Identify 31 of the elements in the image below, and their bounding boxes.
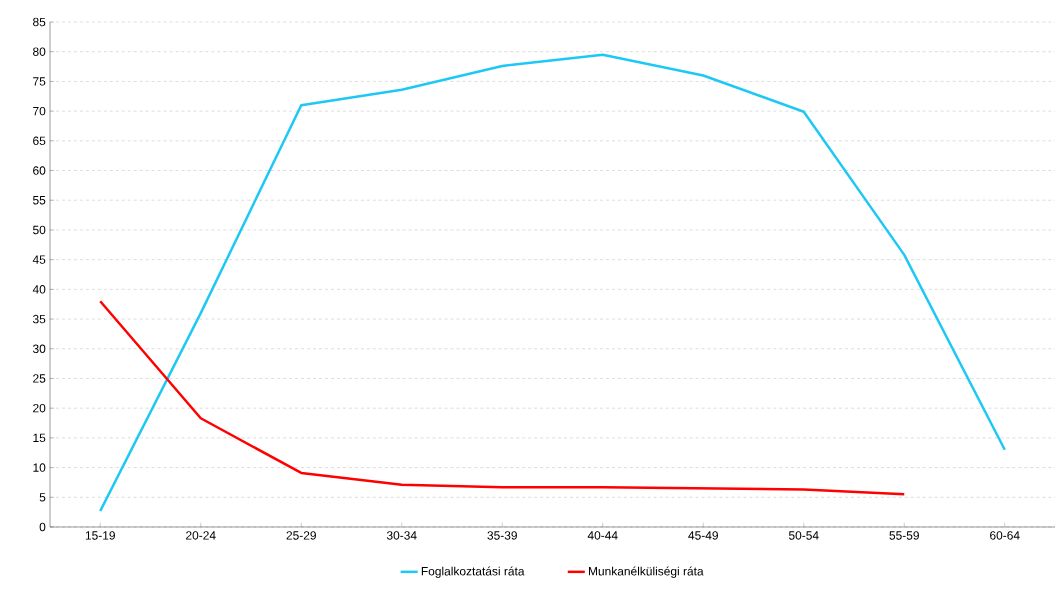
- x-tick-label: 50-54: [788, 531, 819, 540]
- y-tick-label: 50: [33, 225, 46, 235]
- x-tick-label: 60-64: [990, 531, 1020, 540]
- x-tick-label: 25-29: [286, 531, 316, 540]
- x-tick-label: 55-59: [889, 531, 919, 540]
- y-tick-label: 0: [39, 522, 46, 532]
- y-tick-label: 60: [33, 166, 46, 175]
- y-tick-label: 85: [33, 17, 46, 27]
- y-tick-label: 45: [32, 255, 46, 264]
- y-tick-label: 35: [32, 314, 46, 324]
- y-tick-label: 80: [33, 47, 46, 56]
- y-tick-label: 30: [32, 344, 46, 353]
- x-tick-label: 45-49: [688, 531, 718, 540]
- y-tick-label: 15: [33, 433, 46, 443]
- y-tick-label: 70: [33, 106, 46, 116]
- y-tick-label: 65: [33, 136, 46, 146]
- y-tick-label: 75: [33, 77, 46, 86]
- x-tick-label: 35-39: [487, 531, 517, 540]
- x-tick-label: 30-34: [386, 531, 417, 540]
- x-tick-label: 15-19: [85, 531, 115, 540]
- line-series: [99, 53, 1006, 513]
- x-tick-label: 40-44: [587, 531, 618, 540]
- y-tick-label: 20: [33, 403, 46, 413]
- y-tick-label: 40: [32, 285, 46, 294]
- legend-label: Munkanélküliségi ráta: [588, 566, 704, 578]
- y-tick-label: 55: [33, 196, 46, 205]
- legend-label: Foglalkoztatási ráta: [421, 566, 525, 578]
- x-tick-label: 20-24: [186, 531, 216, 540]
- y-tick-label: 5: [39, 493, 46, 502]
- y-tick-label: 25: [33, 374, 46, 383]
- y-tick-label: 10: [33, 463, 46, 472]
